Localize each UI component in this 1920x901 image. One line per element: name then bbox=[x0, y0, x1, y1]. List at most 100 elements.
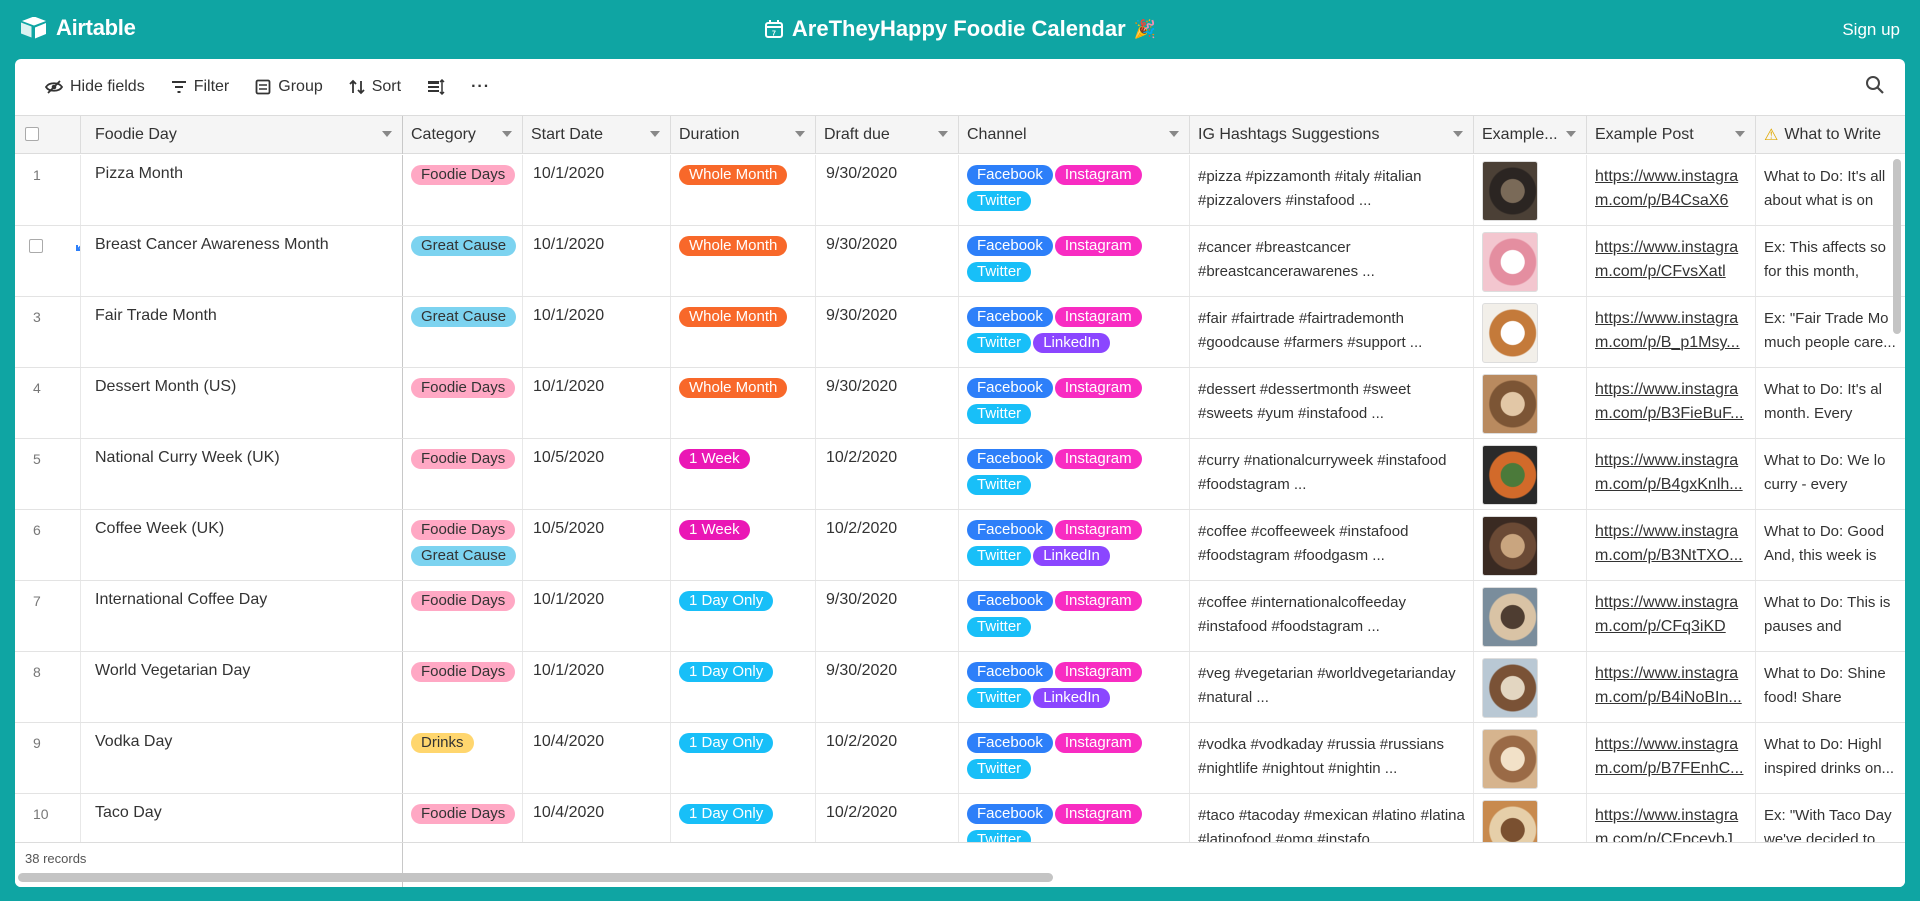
draft-due-cell[interactable]: 9/30/2020 bbox=[816, 368, 959, 438]
row-number-cell[interactable]: 1 bbox=[15, 155, 81, 225]
duration-cell[interactable]: 1 Day Only bbox=[671, 794, 816, 864]
draft-due-cell[interactable]: 9/30/2020 bbox=[816, 226, 959, 296]
sort-button[interactable]: Sort bbox=[339, 72, 411, 102]
search-button[interactable] bbox=[1865, 75, 1885, 100]
draft-due-cell[interactable]: 10/2/2020 bbox=[816, 723, 959, 793]
table-row[interactable]: 8 World Vegetarian Day Foodie Days 10/1/202… bbox=[15, 652, 1905, 723]
example-post-cell[interactable]: https://www.instagram.com/p/B4CsaX6F... bbox=[1587, 155, 1756, 225]
row-number-cell[interactable]: 7 bbox=[15, 581, 81, 651]
category-cell[interactable]: Foodie Days bbox=[403, 368, 523, 438]
column-header-duration[interactable]: Duration bbox=[671, 116, 816, 154]
hashtags-cell[interactable]: #coffee #coffeeweek #instafood #foodstag… bbox=[1190, 510, 1474, 580]
start-date-cell[interactable]: 10/1/2020 bbox=[523, 368, 671, 438]
column-header-what-to-write[interactable]: ⚠ What to Write bbox=[1756, 116, 1905, 154]
channel-cell[interactable]: Facebook Instagram Twitter LinkedIn bbox=[959, 510, 1190, 580]
chevron-down-icon[interactable] bbox=[1169, 131, 1179, 137]
what-to-write-cell[interactable]: Ex: This affects so for this month, enc.… bbox=[1756, 226, 1905, 296]
filter-button[interactable]: Filter bbox=[161, 72, 240, 102]
example-post-link[interactable]: https://www.instagram.com/p/B3NtTXO... bbox=[1595, 523, 1743, 564]
what-to-write-cell[interactable]: What to Do: It's all about what is on yo… bbox=[1756, 155, 1905, 225]
vertical-scrollbar[interactable] bbox=[1893, 159, 1901, 334]
duration-cell[interactable]: 1 Week bbox=[671, 439, 816, 509]
category-cell[interactable]: Foodie Days Great Cause bbox=[403, 510, 523, 580]
example-image-cell[interactable] bbox=[1474, 581, 1587, 651]
draft-due-cell[interactable]: 9/30/2020 bbox=[816, 581, 959, 651]
sign-up-link[interactable]: Sign up bbox=[1842, 20, 1900, 39]
what-to-write-cell[interactable]: What to Do: Good And, this week is a... bbox=[1756, 510, 1905, 580]
column-header-ig-hashtags[interactable]: IG Hashtags Suggestions bbox=[1190, 116, 1474, 154]
duration-cell[interactable]: 1 Day Only bbox=[671, 652, 816, 722]
what-to-write-cell[interactable]: Ex: "Fair Trade Mo much people care... bbox=[1756, 297, 1905, 367]
table-row[interactable]: 1 Pizza Month Foodie Days 10/1/2020 Whole Mo… bbox=[15, 155, 1905, 226]
channel-cell[interactable]: Facebook Instagram Twitter bbox=[959, 723, 1190, 793]
example-image-thumbnail[interactable] bbox=[1482, 374, 1538, 434]
hashtags-cell[interactable]: #fair #fairtrade #fairtrademonth #goodca… bbox=[1190, 297, 1474, 367]
channel-cell[interactable]: Facebook Instagram Twitter bbox=[959, 439, 1190, 509]
row-checkbox[interactable] bbox=[29, 239, 43, 253]
example-image-cell[interactable] bbox=[1474, 510, 1587, 580]
row-number-cell[interactable]: 6 bbox=[15, 510, 81, 580]
row-number-cell[interactable]: 4 bbox=[15, 368, 81, 438]
channel-cell[interactable]: Facebook Instagram Twitter bbox=[959, 155, 1190, 225]
row-height-button[interactable] bbox=[417, 73, 455, 101]
start-date-cell[interactable]: 10/5/2020 bbox=[523, 510, 671, 580]
table-row[interactable]: Breast Cancer Awareness Month Great Cause… bbox=[15, 226, 1905, 297]
foodie-day-cell[interactable]: World Vegetarian Day bbox=[81, 652, 403, 722]
example-post-cell[interactable]: https://www.instagram.com/p/B7FEnhC... bbox=[1587, 723, 1756, 793]
category-cell[interactable]: Foodie Days bbox=[403, 652, 523, 722]
hashtags-cell[interactable]: #veg #vegetarian #worldvegetarianday #na… bbox=[1190, 652, 1474, 722]
foodie-day-cell[interactable]: Taco Day bbox=[81, 794, 403, 864]
example-image-thumbnail[interactable] bbox=[1482, 303, 1538, 363]
table-row[interactable]: 10 Taco Day Foodie Days 10/4/2020 1 Day Only… bbox=[15, 794, 1905, 865]
example-post-link[interactable]: https://www.instagram.com/p/B7FEnhC... bbox=[1595, 736, 1744, 777]
example-post-cell[interactable]: https://www.instagram.com/p/B3FieBuF... bbox=[1587, 368, 1756, 438]
column-header-draft-due[interactable]: Draft due bbox=[816, 116, 959, 154]
example-image-cell[interactable] bbox=[1474, 439, 1587, 509]
example-post-cell[interactable]: https://www.instagram.com/p/CFvsXatlP... bbox=[1587, 226, 1756, 296]
table-row[interactable]: 4 Dessert Month (US) Foodie Days 10/1/2020 W… bbox=[15, 368, 1905, 439]
column-header-example-image[interactable]: Example... bbox=[1474, 116, 1587, 154]
duration-cell[interactable]: Whole Month bbox=[671, 368, 816, 438]
row-number-cell[interactable]: 3 bbox=[15, 297, 81, 367]
foodie-day-cell[interactable]: Dessert Month (US) bbox=[81, 368, 403, 438]
chevron-down-icon[interactable] bbox=[382, 131, 392, 137]
category-cell[interactable]: Foodie Days bbox=[403, 794, 523, 864]
duration-cell[interactable]: 1 Day Only bbox=[671, 581, 816, 651]
hashtags-cell[interactable]: #dessert #dessertmonth #sweet #sweets #y… bbox=[1190, 368, 1474, 438]
category-cell[interactable]: Foodie Days bbox=[403, 581, 523, 651]
column-header-foodie-day[interactable]: Foodie Day bbox=[81, 116, 403, 154]
draft-due-cell[interactable]: 10/2/2020 bbox=[816, 794, 959, 864]
what-to-write-cell[interactable]: What to Do: We lo curry - every beau... bbox=[1756, 439, 1905, 509]
foodie-day-cell[interactable]: International Coffee Day bbox=[81, 581, 403, 651]
example-image-thumbnail[interactable] bbox=[1482, 729, 1538, 789]
example-post-link[interactable]: https://www.instagram.com/p/B4gxKnlh... bbox=[1595, 452, 1743, 493]
more-options-button[interactable]: ··· bbox=[461, 72, 500, 102]
example-post-cell[interactable]: https://www.instagram.com/p/B_p1Msy... bbox=[1587, 297, 1756, 367]
chevron-down-icon[interactable] bbox=[650, 131, 660, 137]
table-row[interactable]: 3 Fair Trade Month Great Cause 10/1/2020 Who… bbox=[15, 297, 1905, 368]
example-image-thumbnail[interactable] bbox=[1482, 161, 1538, 221]
column-header-example-post[interactable]: Example Post bbox=[1587, 116, 1756, 154]
duration-cell[interactable]: 1 Day Only bbox=[671, 723, 816, 793]
group-button[interactable]: Group bbox=[245, 72, 332, 102]
duration-cell[interactable]: Whole Month bbox=[671, 226, 816, 296]
example-post-link[interactable]: https://www.instagram.com/p/B4CsaX6F... bbox=[1595, 168, 1739, 209]
row-number-cell[interactable]: 9 bbox=[15, 723, 81, 793]
example-post-cell[interactable]: https://www.instagram.com/p/CFq3iKDF... bbox=[1587, 581, 1756, 651]
draft-due-cell[interactable]: 10/2/2020 bbox=[816, 510, 959, 580]
expand-record-icon[interactable] bbox=[75, 238, 81, 252]
example-image-cell[interactable] bbox=[1474, 155, 1587, 225]
hashtags-cell[interactable]: #cancer #breastcancer #breastcanceraware… bbox=[1190, 226, 1474, 296]
what-to-write-cell[interactable]: What to Do: It's al month. Every week... bbox=[1756, 368, 1905, 438]
row-number-cell[interactable] bbox=[15, 226, 81, 296]
chevron-down-icon[interactable] bbox=[1566, 131, 1576, 137]
chevron-down-icon[interactable] bbox=[502, 131, 512, 137]
airtable-logo[interactable]: Airtable bbox=[20, 15, 136, 41]
example-image-thumbnail[interactable] bbox=[1482, 445, 1538, 505]
foodie-day-cell[interactable]: National Curry Week (UK) bbox=[81, 439, 403, 509]
example-post-cell[interactable]: https://www.instagram.com/p/B4gxKnlh... bbox=[1587, 439, 1756, 509]
foodie-day-cell[interactable]: Breast Cancer Awareness Month bbox=[81, 226, 403, 296]
category-cell[interactable]: Great Cause bbox=[403, 226, 523, 296]
horizontal-scrollbar[interactable] bbox=[18, 873, 1053, 882]
column-header-category[interactable]: Category bbox=[403, 116, 523, 154]
